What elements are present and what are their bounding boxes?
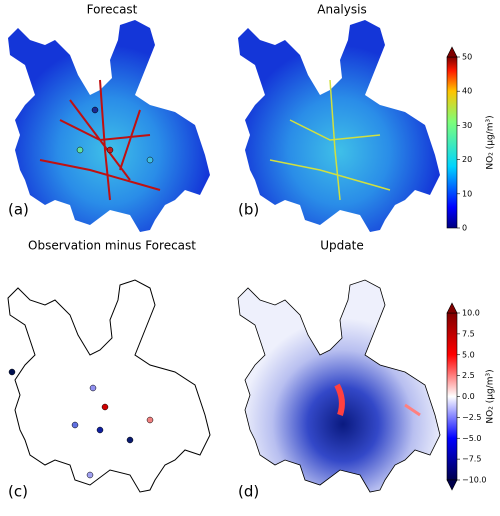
tick-label: 10.0 [462, 309, 480, 318]
colorbar-extend [446, 302, 458, 314]
panel-label: (a) [8, 201, 29, 219]
map-update [237, 279, 441, 493]
colorbar-extend [446, 479, 458, 491]
tick-label: −7.5 [462, 455, 481, 464]
tick-label: −10.0 [462, 476, 487, 485]
panel-label: (d) [238, 483, 259, 501]
map-analysis [238, 20, 440, 232]
colorbar-label: NO₂ (µg/m³) [486, 115, 496, 169]
panel-title: Observation minus Forecast [28, 239, 196, 253]
tick-label: 50 [462, 53, 472, 62]
tick-label: 0.0 [462, 392, 475, 401]
tick-label: 40 [462, 87, 472, 96]
panel-label: (c) [8, 483, 28, 501]
colorbar-extend [446, 46, 458, 58]
tick-label: 7.5 [462, 329, 475, 338]
colorbar [446, 312, 458, 481]
tick-label: 10 [462, 189, 472, 198]
tick-label: 5.0 [462, 350, 475, 359]
tick-label: 0 [462, 224, 467, 233]
tick-label: 30 [462, 121, 472, 130]
map-forecast [8, 20, 210, 232]
tick-label: −2.5 [462, 413, 481, 422]
panel-title: Analysis [317, 3, 366, 17]
panel-title: Forecast [87, 3, 138, 17]
map-observation [7, 279, 211, 493]
colorbar-label: NO₂ (µg/m³) [486, 369, 496, 423]
panel-title: Update [320, 239, 363, 253]
panel-label: (b) [238, 201, 259, 219]
tick-label: 2.5 [462, 371, 475, 380]
tick-label: 20 [462, 155, 472, 164]
colorbar [446, 56, 458, 229]
tick-label: −5.0 [462, 434, 481, 443]
